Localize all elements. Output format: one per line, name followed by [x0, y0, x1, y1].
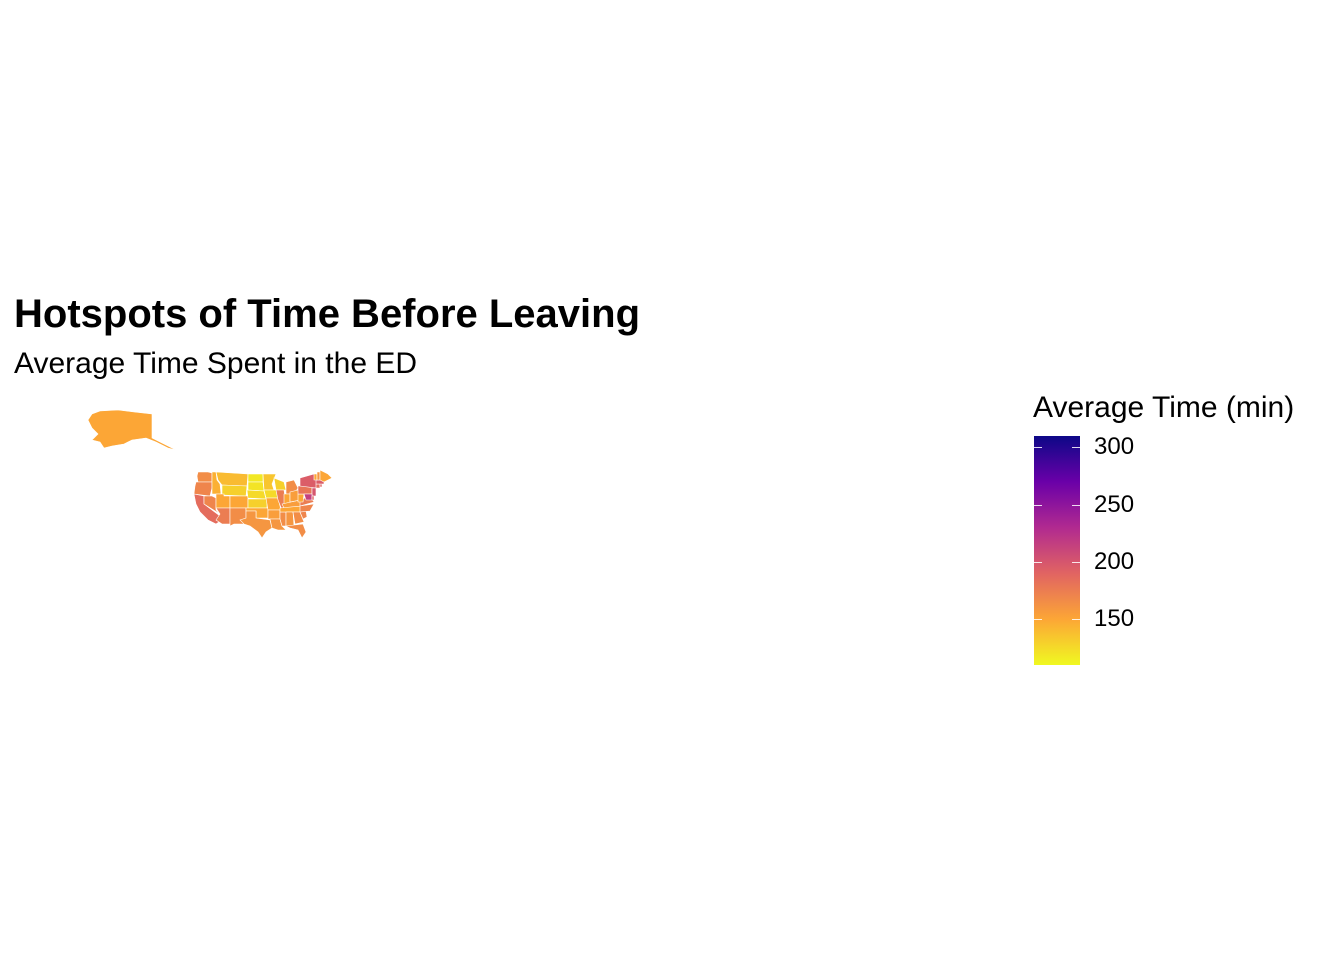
state-ri — [319, 483, 323, 488]
state-nj — [311, 487, 317, 497]
state-ks — [247, 498, 268, 509]
state-ak — [87, 409, 177, 451]
legend-tick-mark — [1072, 447, 1080, 449]
state-ia — [263, 489, 279, 499]
state-sd — [247, 481, 265, 492]
legend-colorbar — [1034, 436, 1080, 665]
legend-tick-mark — [1034, 447, 1042, 449]
state-wa — [196, 471, 213, 483]
state-co — [229, 495, 249, 509]
state-vt — [313, 473, 318, 481]
state-ga — [292, 511, 305, 525]
state-or — [193, 481, 213, 497]
legend-tick-mark — [1034, 504, 1042, 506]
legend-title: Average Time (min) — [1033, 391, 1295, 424]
state-ne — [246, 489, 267, 500]
legend-tick-mark — [1034, 619, 1042, 621]
chart-subtitle: Average Time Spent in the ED — [14, 347, 418, 380]
state-nc — [299, 503, 315, 513]
state-me — [319, 469, 333, 483]
state-mn — [262, 473, 277, 491]
state-al — [285, 511, 295, 527]
legend-tick-mark — [1072, 561, 1080, 563]
state-ar — [267, 509, 281, 520]
legend-tick-label: 200 — [1094, 547, 1135, 575]
legend-tick-label: 250 — [1094, 490, 1135, 518]
state-de — [311, 495, 315, 501]
state-fl — [284, 523, 307, 539]
state-ct — [315, 483, 321, 489]
state-nh — [316, 471, 321, 481]
legend-tick-label: 150 — [1094, 605, 1135, 633]
state-wi — [273, 477, 287, 491]
state-tx — [239, 510, 273, 539]
state-nd — [247, 473, 264, 483]
state-mt — [215, 471, 249, 487]
legend-tick-mark — [1034, 561, 1042, 563]
state-wy — [221, 484, 248, 497]
chart-title: Hotspots of Time Before Leaving — [14, 292, 641, 336]
legend-tick-label: 300 — [1094, 433, 1135, 461]
legend-tick-mark — [1072, 619, 1080, 621]
state-ut — [215, 493, 231, 509]
state-wv — [297, 493, 305, 503]
legend-tick-mark — [1072, 504, 1080, 506]
